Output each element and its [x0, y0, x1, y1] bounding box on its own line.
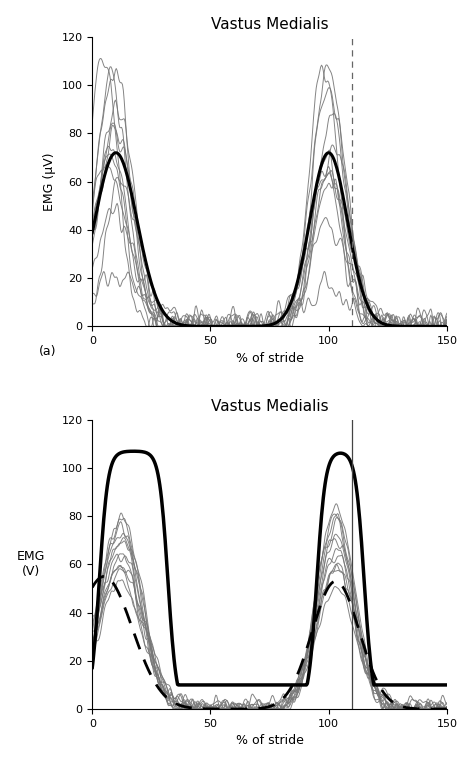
Title: Vastus Medialis: Vastus Medialis	[211, 400, 328, 414]
Y-axis label: EMG
(V): EMG (V)	[17, 550, 45, 578]
Title: Vastus Medialis: Vastus Medialis	[211, 17, 328, 31]
Y-axis label: EMG (μV): EMG (μV)	[43, 153, 56, 211]
Text: (a): (a)	[39, 345, 56, 358]
X-axis label: % of stride: % of stride	[236, 351, 303, 364]
X-axis label: % of stride: % of stride	[236, 734, 303, 747]
